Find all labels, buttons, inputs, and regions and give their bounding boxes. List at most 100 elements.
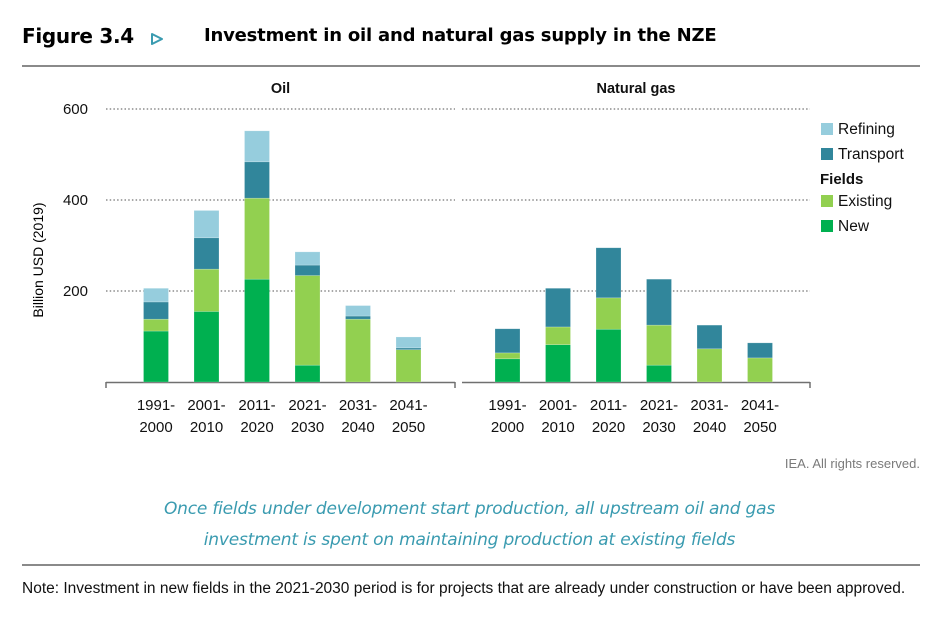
figure-header: Figure 3.4 Investment in oil and natural… xyxy=(22,20,922,60)
bar-segment-new xyxy=(595,328,622,383)
note-divider xyxy=(22,564,920,566)
y-tick-label: 200 xyxy=(63,283,88,300)
bar-segment-transport xyxy=(244,161,270,199)
y-axis: Billion USD (2019) 200 400 600 xyxy=(30,101,88,318)
bar-segment-new xyxy=(545,344,571,383)
bar-group xyxy=(545,287,571,383)
x-tick-label: 2001- xyxy=(539,397,577,414)
bar-segment-refining xyxy=(193,210,220,239)
x-tick-label: 2041- xyxy=(741,397,779,414)
legend: Refining Transport Fields Existing New xyxy=(820,121,904,235)
figure-caption: Once fields under development start prod… xyxy=(0,494,939,556)
caption-line-1: Once fields under development start prod… xyxy=(164,499,775,519)
bar-segment-existing xyxy=(494,352,521,360)
y-axis-label: Billion USD (2019) xyxy=(30,202,46,317)
bar-segment-existing xyxy=(294,275,321,366)
y-tick-label: 600 xyxy=(63,101,88,118)
x-tick-label: 1991- xyxy=(488,397,526,414)
x-tick-label: 2020 xyxy=(592,419,625,436)
bar-group xyxy=(395,336,422,383)
x-tick-label: 2000 xyxy=(491,419,524,436)
bar-group xyxy=(244,130,270,383)
y-tick-label: 400 xyxy=(63,192,88,209)
bar-segment-transport xyxy=(545,287,571,328)
bar-group xyxy=(747,342,773,383)
x-tick-label: 2031- xyxy=(339,397,377,414)
caption-line-2: investment is spent on maintaining produ… xyxy=(203,530,736,550)
x-tick-label: 2010 xyxy=(541,419,574,436)
bar-segment-new xyxy=(143,330,169,383)
x-tick-label: 2011- xyxy=(590,397,627,414)
bar-segment-transport xyxy=(747,342,773,359)
bar-segment-refining xyxy=(395,336,422,349)
bar-segment-transport xyxy=(294,264,321,276)
bar-segment-refining xyxy=(143,287,169,303)
legend-label: Refining xyxy=(838,121,895,138)
x-tick-label: 2000 xyxy=(139,419,172,436)
bar-segment-transport xyxy=(193,237,220,270)
x-tick-label: 2020 xyxy=(240,419,273,436)
legend-item-new: New xyxy=(821,218,870,235)
figure-title: Investment in oil and natural gas supply… xyxy=(204,25,717,46)
bar-segment-transport xyxy=(595,247,622,299)
bar-segment-new xyxy=(646,364,672,383)
bar-group xyxy=(494,328,521,383)
bar-segment-existing xyxy=(244,197,270,280)
bar-segment-transport xyxy=(494,328,521,354)
panel-title: Oil xyxy=(271,81,290,97)
bar-segment-refining xyxy=(345,305,371,317)
legend-item-existing: Existing xyxy=(821,193,892,210)
gridlines xyxy=(106,108,810,292)
x-tick-label: 2031- xyxy=(690,397,728,414)
bar-segment-new xyxy=(193,311,220,383)
bar-group xyxy=(193,210,220,383)
header-divider xyxy=(22,65,920,67)
bar-segment-existing xyxy=(395,349,422,383)
bar-segment-transport xyxy=(696,324,723,350)
bar-segment-existing xyxy=(143,318,169,332)
stacked-bar-chart: Billion USD (2019) 200 400 600 Oil 1991- 200… xyxy=(30,81,904,436)
bar-segment-existing xyxy=(193,268,220,312)
bar-segment-existing xyxy=(595,297,622,330)
legend-label: Transport xyxy=(838,146,904,163)
copyright-credit: IEA. All rights reserved. xyxy=(784,456,920,471)
x-tick-label: 2050 xyxy=(392,419,425,436)
legend-swatch xyxy=(821,220,833,232)
x-tick-label: 2030 xyxy=(642,419,675,436)
legend-swatch xyxy=(821,148,833,160)
triangle-right-outline-icon xyxy=(151,33,163,45)
x-tick-label: 1991- xyxy=(137,397,175,414)
panel-natural-gas: Natural gas 1991- 2000 2001- 2010 2011- 2020 20… xyxy=(462,81,811,436)
bar-group xyxy=(595,247,622,383)
bar-segment-refining xyxy=(244,130,270,163)
bar-segment-transport xyxy=(646,278,672,326)
legend-label: New xyxy=(838,218,870,235)
bar-group xyxy=(143,287,169,383)
bar-group xyxy=(646,278,672,383)
bar-segment-new xyxy=(294,364,321,383)
bar-segment-transport xyxy=(143,301,169,320)
x-tick-label: 2040 xyxy=(693,419,726,436)
x-tick-label: 2001- xyxy=(187,397,225,414)
x-tick-label: 2010 xyxy=(190,419,223,436)
x-tick-label: 2011- xyxy=(238,397,275,414)
legend-heading: Fields xyxy=(820,171,863,188)
panel-title: Natural gas xyxy=(597,81,676,97)
bar-segment-existing xyxy=(646,324,672,366)
bar-segment-new xyxy=(244,278,270,383)
legend-swatch xyxy=(821,123,833,135)
legend-swatch xyxy=(821,195,833,207)
figure-note: Note: Investment in new fields in the 20… xyxy=(22,580,906,597)
chart-panels: Oil 1991- 2000 2001- 2010 2011- 2020 2021- 2030 2… xyxy=(105,81,811,436)
panel-oil: Oil 1991- 2000 2001- 2010 2011- 2020 2021- 2030 2… xyxy=(105,81,456,436)
bar-group xyxy=(294,251,321,383)
x-tick-label: 2030 xyxy=(291,419,324,436)
x-tick-label: 2041- xyxy=(389,397,427,414)
x-tick-label: 2021- xyxy=(288,397,326,414)
figure-number: Figure 3.4 xyxy=(22,24,134,48)
legend-item-transport: Transport xyxy=(821,146,904,163)
bar-group xyxy=(345,305,371,383)
legend-label: Existing xyxy=(838,193,892,210)
bar-segment-existing xyxy=(747,357,773,383)
bar-segment-new xyxy=(494,358,521,383)
